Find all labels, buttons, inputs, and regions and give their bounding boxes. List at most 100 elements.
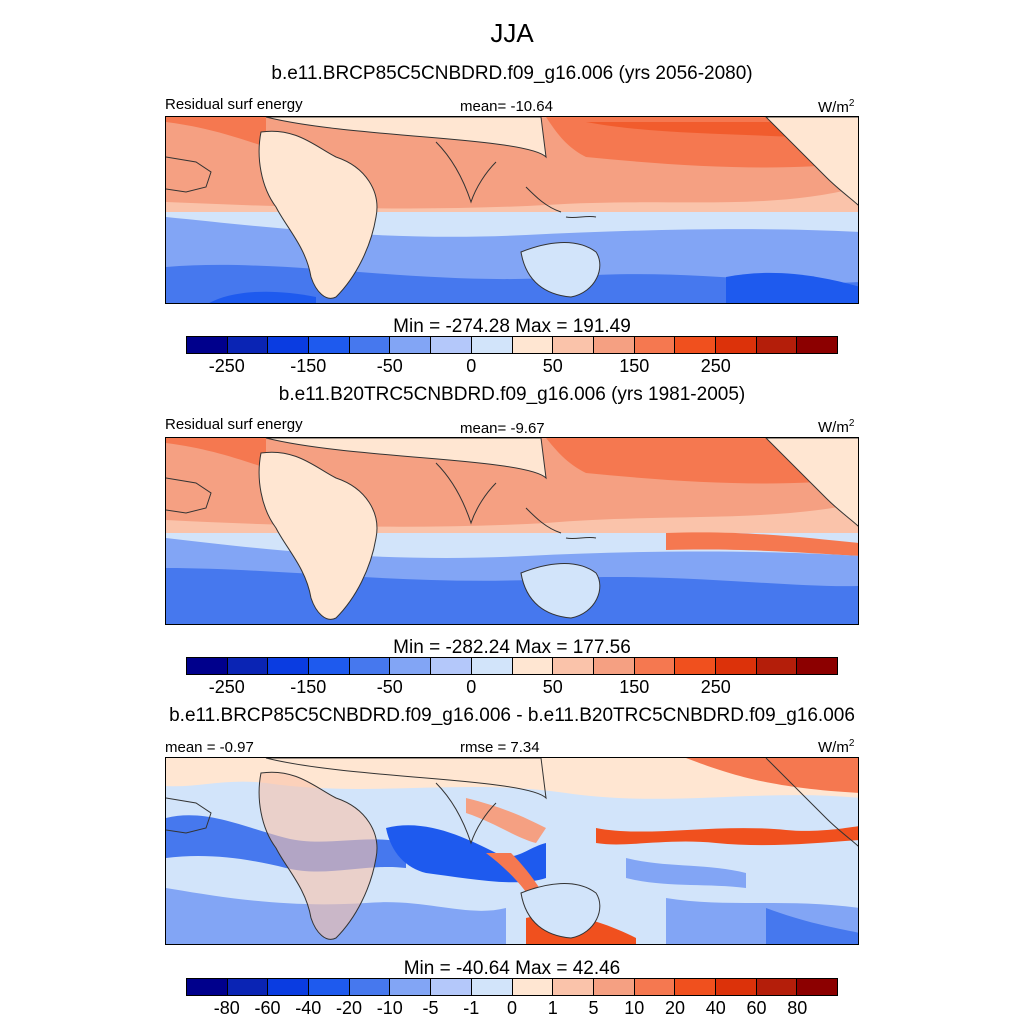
colorbar-box xyxy=(390,337,432,353)
colorbar-box xyxy=(431,658,472,674)
panel1-units: W/m2 xyxy=(818,98,854,116)
units-exp: 2 xyxy=(848,418,855,429)
panel3-colorbar-ticks: -80 -60 -40 -20 -10 -5 -1 0 1 5 10 20 40 60 80 xyxy=(186,998,838,1020)
colorbar-box xyxy=(553,337,594,353)
colorbar-box xyxy=(512,658,554,674)
panel1-variable-label: Residual surf energy xyxy=(165,96,303,113)
colorbar-tick-label: -10 xyxy=(376,998,403,1018)
colorbar-box xyxy=(349,337,391,353)
colorbar-box xyxy=(187,979,228,995)
colorbar-box xyxy=(593,979,635,995)
colorbar-box xyxy=(431,979,472,995)
colorbar-box xyxy=(268,337,310,353)
panel1-minmax: Min = -274.28 Max = 191.49 xyxy=(393,316,631,337)
colorbar-box xyxy=(349,658,391,674)
colorbar-tick-label: 5 xyxy=(588,998,599,1018)
colorbar-tick-label: -50 xyxy=(376,677,403,697)
colorbar-box xyxy=(512,979,554,995)
colorbar-box xyxy=(227,337,269,353)
panel1-colorbar xyxy=(186,336,838,354)
colorbar-box xyxy=(797,337,837,353)
colorbar-box xyxy=(797,979,837,995)
colorbar-tick-label: 50 xyxy=(542,677,563,697)
colorbar-tick-label: -1 xyxy=(463,998,480,1018)
colorbar-box xyxy=(187,337,228,353)
colorbar-tick-label: -40 xyxy=(295,998,322,1018)
colorbar-box xyxy=(675,337,716,353)
panel3-units: W/m2 xyxy=(818,738,854,756)
colorbar-box xyxy=(675,658,716,674)
colorbar-box xyxy=(390,979,432,995)
colorbar-box xyxy=(553,979,594,995)
panel2-title: b.e11.B20TRC5CNBDRD.f09_g16.006 (yrs 198… xyxy=(278,384,746,405)
colorbar-box xyxy=(715,658,757,674)
colorbar-box xyxy=(675,979,716,995)
panel2-map xyxy=(165,437,859,625)
colorbar-tick-label: 60 xyxy=(746,998,767,1018)
colorbar-box xyxy=(593,658,635,674)
colorbar-tick-label: 20 xyxy=(664,998,686,1018)
colorbar-tick-label: -150 xyxy=(290,356,327,376)
colorbar-tick-label: 250 xyxy=(700,677,731,697)
panel3-rmse-label: rmse = 7.34 xyxy=(460,739,540,756)
colorbar-box xyxy=(471,337,513,353)
colorbar-box xyxy=(634,979,676,995)
colorbar-box xyxy=(268,979,310,995)
colorbar-box xyxy=(471,979,513,995)
colorbar-box xyxy=(268,658,310,674)
panel2-units: W/m2 xyxy=(818,418,854,436)
colorbar-box xyxy=(756,337,798,353)
colorbar-box xyxy=(227,979,269,995)
colorbar-tick-label: 1 xyxy=(547,998,558,1018)
colorbar-tick-label: 50 xyxy=(542,356,563,376)
main-title: JJA xyxy=(490,18,534,48)
panel1-map xyxy=(165,116,859,304)
colorbar-tick-label: -20 xyxy=(335,998,363,1018)
colorbar-tick-label: -250 xyxy=(208,677,245,697)
colorbar-tick-label: -150 xyxy=(290,677,327,697)
colorbar-box xyxy=(309,979,350,995)
units-text: W/m xyxy=(818,419,849,436)
units-text: W/m xyxy=(818,739,849,756)
colorbar-box xyxy=(309,658,350,674)
colorbar-tick-label: 150 xyxy=(619,356,650,376)
units-text: W/m xyxy=(818,99,849,116)
colorbar-tick-label: -5 xyxy=(422,998,439,1018)
colorbar-tick-label: 0 xyxy=(466,677,477,697)
colorbar-box xyxy=(227,658,269,674)
colorbar-box xyxy=(431,337,472,353)
panel1-mean-label: mean= -10.64 xyxy=(460,98,553,115)
panel3-title: b.e11.BRCP85C5CNBDRD.f09_g16.006 - b.e11… xyxy=(169,705,855,726)
colorbar-tick-label: -250 xyxy=(208,356,245,376)
colorbar-box xyxy=(634,658,676,674)
units-exp: 2 xyxy=(848,738,855,749)
panel1-title: b.e11.BRCP85C5CNBDRD.f09_g16.006 (yrs 20… xyxy=(271,63,753,84)
panel2-colorbar-ticks: -250 -150 -50 0 50 150 250 xyxy=(186,677,838,699)
colorbar-box xyxy=(553,658,594,674)
colorbar-tick-label: -60 xyxy=(254,998,281,1018)
colorbar-tick-label: 40 xyxy=(705,998,726,1018)
panel1-colorbar-ticks: -250 -150 -50 0 50 150 250 xyxy=(186,356,838,378)
colorbar-tick-label: -50 xyxy=(376,356,403,376)
panel3-colorbar xyxy=(186,978,838,996)
colorbar-tick-label: 0 xyxy=(506,998,518,1018)
colorbar-box xyxy=(309,337,350,353)
colorbar-tick-label: 80 xyxy=(787,998,808,1018)
colorbar-box xyxy=(187,658,228,674)
colorbar-box xyxy=(797,658,837,674)
colorbar-box xyxy=(349,979,391,995)
panel2-colorbar xyxy=(186,657,838,675)
colorbar-box xyxy=(390,658,432,674)
colorbar-box xyxy=(634,337,676,353)
colorbar-tick-label: 0 xyxy=(466,356,477,376)
colorbar-box xyxy=(756,658,798,674)
panel3-mean-label: mean = -0.97 xyxy=(165,739,254,756)
panel2-mean-label: mean= -9.67 xyxy=(460,420,545,437)
colorbar-box xyxy=(512,337,554,353)
colorbar-tick-label: -80 xyxy=(213,998,240,1018)
panel3-minmax: Min = -40.64 Max = 42.46 xyxy=(403,958,621,979)
panel3-map xyxy=(165,757,859,945)
colorbar-box xyxy=(715,337,757,353)
colorbar-box xyxy=(715,979,757,995)
units-exp: 2 xyxy=(848,98,855,109)
